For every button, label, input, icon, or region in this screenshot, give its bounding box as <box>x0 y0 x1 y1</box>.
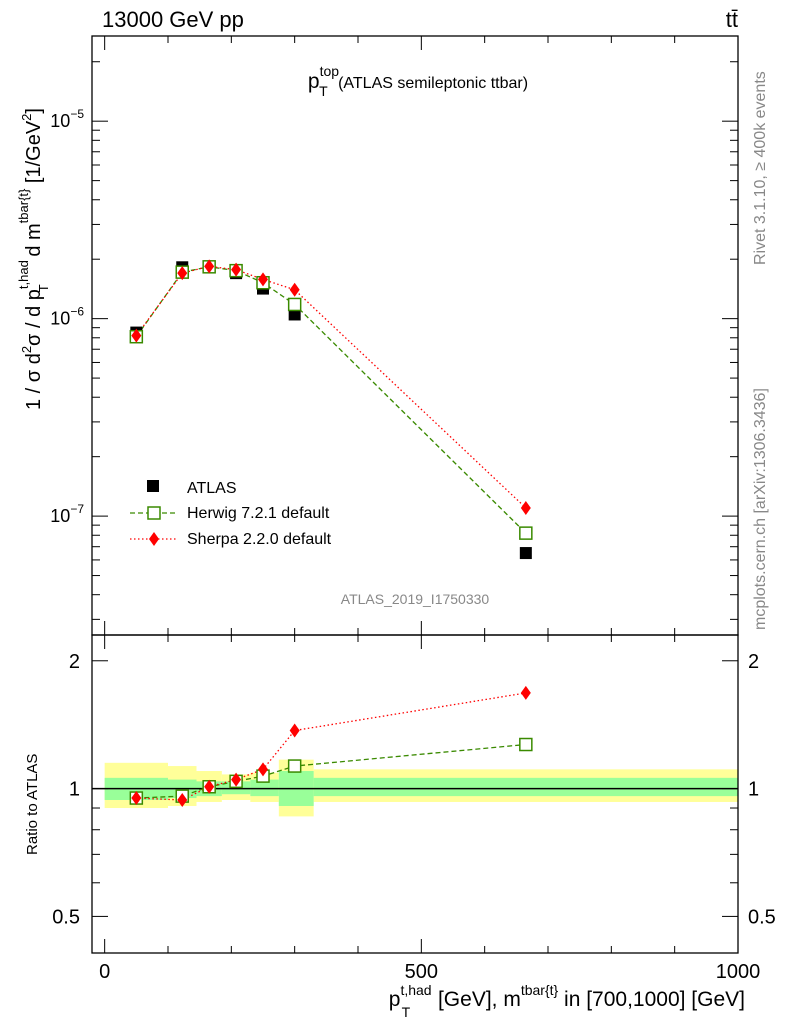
y-axis-label-unit: [1/GeV <box>23 120 45 188</box>
y-tick-label: 10−6 <box>50 305 84 329</box>
main-panel-y-tick-labels: 10−7 10−6 10−5 <box>50 107 84 526</box>
ratio-panel-marks <box>129 685 533 807</box>
point-sherpa <box>131 328 142 343</box>
main-panel-ticks <box>92 36 739 635</box>
ratio-point-sherpa <box>520 685 531 700</box>
legend-marker-sherpa <box>149 532 159 546</box>
ratio-y-tick-label-left: 1 <box>69 779 80 801</box>
x-tick-label: 500 <box>405 961 438 983</box>
x-axis-label-main: p <box>389 988 401 1011</box>
point-sherpa <box>177 266 188 281</box>
x-axis-label-sup: t,had <box>400 982 431 998</box>
y-axis-label-sup2: 2 <box>19 346 34 353</box>
ratio-panel-frame <box>91 634 739 954</box>
main-panel-marks <box>129 259 533 560</box>
ratio-panel-y-tick-labels: 0.5 0.5 1 1 2 2 <box>52 651 776 929</box>
ratio-y-tick-label-left: 0.5 <box>52 906 80 928</box>
y-axis-label-unit-sup: 2 <box>19 114 34 121</box>
stat-uncertainty-band <box>313 777 738 797</box>
y-tick-label: 10−5 <box>50 107 84 131</box>
plot-title: ptop T (ATLAS semileptonic ttbar) <box>308 63 528 99</box>
point-atlas <box>288 308 301 321</box>
point-sherpa <box>520 500 531 515</box>
plot-title-rest: (ATLAS semileptonic ttbar) <box>334 75 528 92</box>
ratio-panel: 0.5 0.5 1 1 2 2 0 500 1000 Ratio to ATLAS pt,ha… <box>24 634 776 1020</box>
main-panel: 10−7 10−6 10−5 ptop T (ATLAS semileptonic t… <box>16 35 739 636</box>
x-axis-label-sup2: tbar{t} <box>521 982 559 998</box>
y-axis-label-unit-end: ] <box>23 108 45 114</box>
point-herwig <box>519 526 533 540</box>
ratio-y-tick-label-right: 2 <box>748 651 759 673</box>
y-axis-label-mid2: d m <box>23 223 45 262</box>
y-axis-label-tbar: tbar{t} <box>16 188 31 223</box>
y-axis-label-sub-t: T <box>36 284 51 292</box>
point-herwig <box>287 297 302 312</box>
plot-title-sup: top <box>320 63 340 79</box>
ratio-point-herwig <box>287 759 302 773</box>
ratio-y-tick-label-right: 1 <box>748 779 759 801</box>
x-axis-label-mid: [GeV], m <box>432 988 521 1011</box>
y-tick-label: 10−7 <box>50 502 84 526</box>
x-tick-labels: 0 500 1000 <box>99 961 760 983</box>
point-sherpa <box>204 259 215 274</box>
process-label: tt̄ <box>726 7 738 32</box>
ratio-panel-ticks <box>92 635 739 953</box>
plot-title-sub: T <box>319 83 328 99</box>
ratio-uncertainty-bands <box>92 759 738 817</box>
y-axis-label-pre: 1 / σ d <box>23 353 45 410</box>
point-sherpa <box>289 282 300 297</box>
legend: ATLAS Herwig 7.2.1 default Sherpa 2.2.0 … <box>130 480 332 548</box>
legend-label-herwig: Herwig 7.2.1 default <box>187 505 330 522</box>
ratio-point-sherpa <box>289 723 300 738</box>
x-axis-label: pt,had T [GeV], mtbar{t} in [700,1000] [G… <box>389 982 745 1020</box>
point-atlas <box>519 547 532 560</box>
x-axis-label-end: in [700,1000] [GeV] <box>558 988 745 1011</box>
x-tick-label: 1000 <box>716 961 761 983</box>
rivet-version-label: Rivet 3.1.10, ≥ 400k events <box>752 71 769 265</box>
series-line-sherpa <box>135 265 527 509</box>
ratio-y-axis-label: Ratio to ATLAS <box>24 754 41 855</box>
point-sherpa <box>231 262 242 277</box>
ratio-point-sherpa <box>204 779 215 794</box>
x-tick-label: 0 <box>99 961 110 983</box>
ratio-point-herwig <box>519 737 533 752</box>
ratio-point-sherpa <box>231 772 242 787</box>
plot-title-main: p <box>308 70 320 93</box>
y-axis-label-mid: σ / d p <box>23 289 45 346</box>
ratio-y-tick-label-left: 2 <box>69 651 80 673</box>
ratio-point-sherpa <box>177 792 188 807</box>
ratio-point-sherpa <box>258 762 268 777</box>
ratio-y-tick-label-right: 0.5 <box>748 906 776 928</box>
y-axis-label: 1 / σ d2σ / d pt,had T d mtbar{t} [1/GeV2… <box>16 108 51 410</box>
ratio-point-sherpa <box>131 791 142 806</box>
point-sherpa <box>258 272 268 287</box>
collision-energy-label: 13000 GeV pp <box>102 7 244 32</box>
legend-marker-atlas <box>147 480 159 492</box>
x-axis-label-sub: T <box>402 1004 411 1020</box>
legend-label-sherpa: Sherpa 2.2.0 default <box>187 531 332 548</box>
legend-marker-herwig <box>147 506 161 520</box>
y-axis-label-thad: t,had <box>16 260 31 289</box>
mcplots-label: mcplots.cern.ch [arXiv:1306.3436] <box>752 388 769 630</box>
analysis-watermark: ATLAS_2019_I1750330 <box>341 591 490 607</box>
legend-label-atlas: ATLAS <box>187 480 237 497</box>
